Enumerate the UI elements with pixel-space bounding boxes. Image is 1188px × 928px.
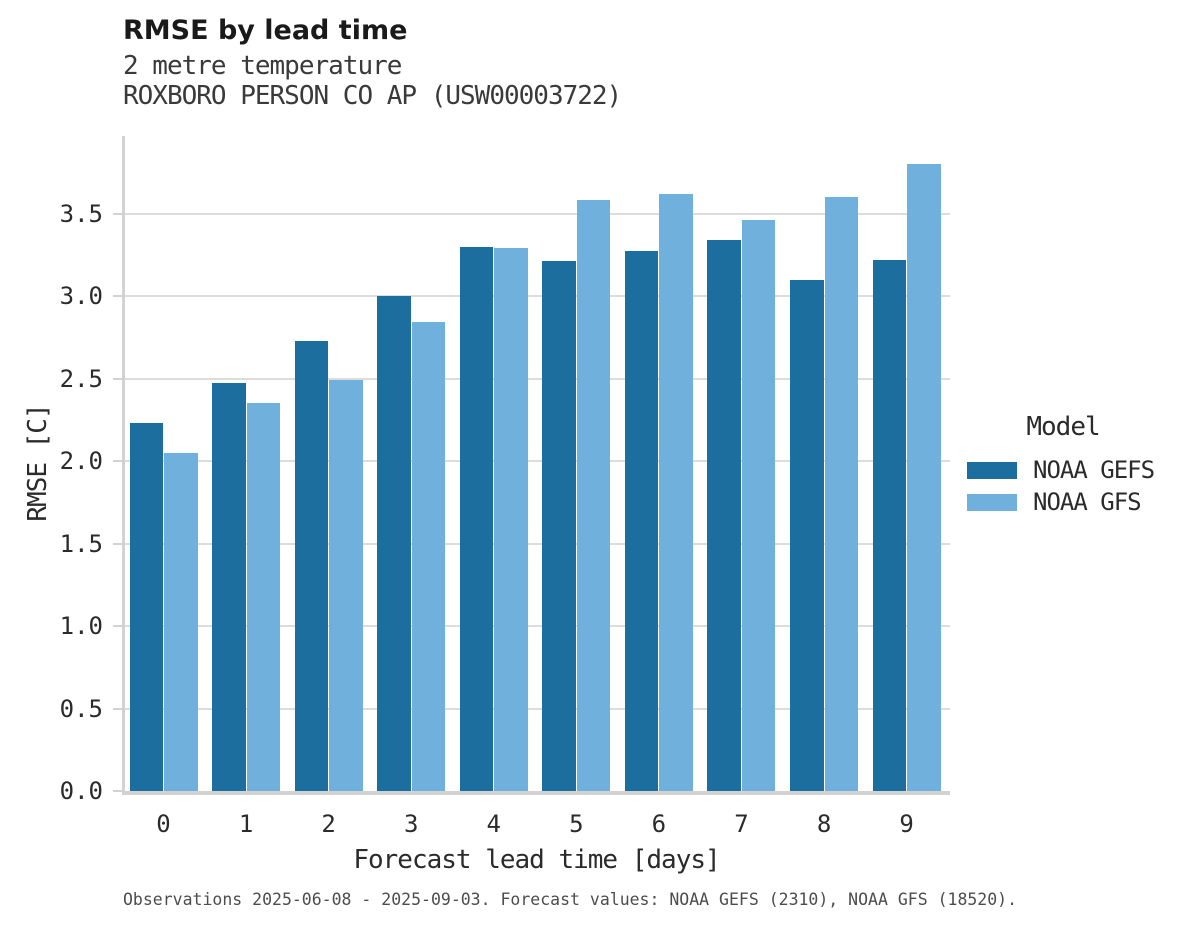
bar-noaa-gefs-lead-0 (129, 423, 163, 791)
bar-noaa-gefs-lead-6 (624, 251, 659, 791)
y-axis-spine (122, 136, 125, 795)
x-tick-label-5: 5 (569, 810, 584, 838)
y-tick-label-2.5: 2.5 (59, 364, 103, 393)
y-tick-label-2.0: 2.0 (59, 447, 103, 475)
legend-item-noaa-gefs: NOAA GEFS (960, 454, 1188, 486)
chart-title: RMSE by lead time (123, 15, 408, 46)
y-tick-label-0.0: 0.0 (59, 777, 103, 805)
x-tick-label-9: 9 (899, 810, 914, 838)
footnote-caption: Observations 2025-06-08 - 2025-09-03. Fo… (123, 890, 1018, 909)
bar-noaa-gefs-lead-7 (707, 239, 741, 791)
bar-noaa-gefs-lead-8 (790, 279, 824, 791)
chart-subtitle-station: ROXBORO PERSON CO AP (USW00003722) (123, 81, 622, 111)
plot-area (122, 136, 950, 795)
legend-label: NOAA GEFS (1033, 456, 1155, 484)
legend-swatch-icon (967, 493, 1017, 511)
bar-noaa-gfs-lead-4 (494, 248, 528, 791)
bar-noaa-gfs-lead-3 (411, 322, 446, 791)
gridline-y-2.0 (125, 460, 950, 462)
x-tick-label-8: 8 (816, 810, 832, 838)
bar-noaa-gefs-lead-4 (459, 246, 494, 791)
bar-noaa-gfs-lead-5 (576, 200, 611, 791)
bar-noaa-gfs-lead-2 (329, 380, 363, 791)
y-tick-mark-2.0 (113, 460, 123, 462)
x-axis-label: Forecast lead time [days] (353, 845, 720, 875)
x-tick-label-3: 3 (403, 810, 419, 838)
legend-item-noaa-gfs: NOAA GFS (960, 486, 1188, 518)
x-tick-label-1: 1 (238, 810, 254, 838)
gridline-y-2.5 (125, 377, 950, 380)
gridline-y-0.5 (125, 707, 950, 710)
legend-label: NOAA GFS (1033, 488, 1142, 516)
x-tick-label-7: 7 (734, 810, 749, 838)
bar-noaa-gfs-lead-0 (164, 452, 198, 791)
gridline-y-3.5 (125, 212, 950, 215)
gridline-y-3.0 (125, 295, 950, 297)
y-tick-label-1.5: 1.5 (59, 529, 103, 558)
x-tick-label-2: 2 (321, 810, 336, 838)
bar-noaa-gfs-lead-9 (907, 164, 941, 791)
y-tick-label-3.5: 3.5 (59, 199, 103, 228)
bar-noaa-gefs-lead-9 (872, 259, 907, 791)
y-tick-mark-3.0 (113, 295, 123, 297)
y-tick-mark-0.5 (113, 707, 123, 710)
bar-noaa-gefs-lead-1 (212, 383, 246, 791)
chart-subtitle-variable: 2 metre temperature (123, 51, 402, 81)
y-tick-label-1.0: 1.0 (59, 612, 103, 640)
x-tick-label-0: 0 (156, 810, 171, 838)
bar-noaa-gfs-lead-1 (246, 403, 281, 791)
x-tick-label-6: 6 (651, 810, 667, 838)
bar-noaa-gfs-lead-6 (659, 193, 693, 791)
bar-noaa-gefs-lead-3 (377, 296, 411, 791)
x-tick-label-4: 4 (486, 810, 501, 838)
x-axis-line (122, 791, 950, 795)
y-tick-mark-0.0 (113, 790, 123, 792)
y-tick-mark-1.5 (113, 542, 123, 545)
bar-noaa-gfs-lead-8 (824, 197, 859, 791)
gridline-y-1.5 (125, 542, 950, 545)
legend-title: Model (1026, 412, 1100, 442)
y-tick-mark-2.5 (113, 377, 123, 380)
y-tick-mark-3.5 (113, 212, 123, 215)
bar-noaa-gfs-lead-7 (741, 220, 776, 791)
bar-noaa-gefs-lead-2 (294, 340, 329, 791)
gridline-y-1.0 (125, 625, 950, 627)
legend: Model NOAA GEFS NOAA GFS (960, 412, 1188, 518)
y-tick-label-3.0: 3.0 (59, 282, 103, 310)
y-tick-mark-1.0 (113, 625, 123, 627)
legend-swatch-icon (967, 461, 1017, 479)
y-tick-label-0.5: 0.5 (59, 694, 103, 723)
bar-noaa-gefs-lead-5 (542, 261, 576, 791)
